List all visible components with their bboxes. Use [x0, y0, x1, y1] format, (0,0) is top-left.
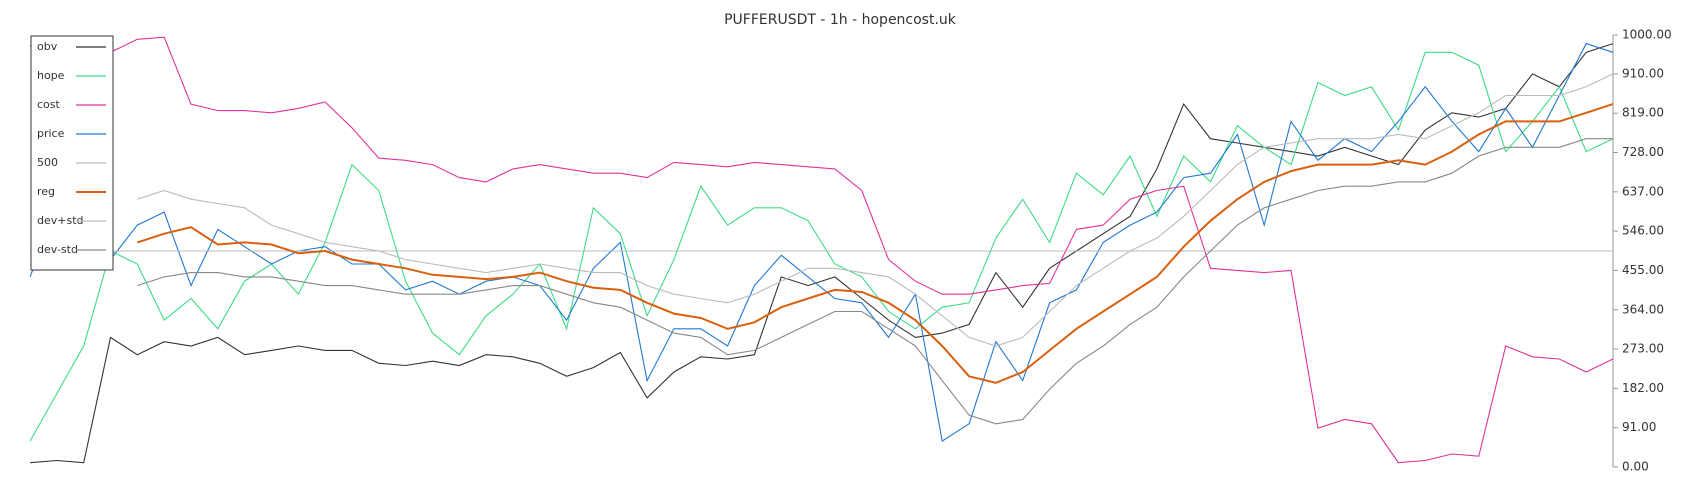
- legend-label: dev+std: [37, 214, 84, 227]
- y-tick-label: 637.00: [1622, 184, 1664, 198]
- legend-label: price: [37, 127, 65, 140]
- line-7: [137, 138, 1613, 425]
- y-tick-label: 91.00: [1622, 420, 1656, 434]
- line-5: [136, 103, 1614, 384]
- y-tick-label: 728.00: [1622, 145, 1664, 159]
- line-1: [29, 51, 1614, 442]
- y-tick-label: 182.00: [1622, 381, 1664, 395]
- y-tick-label: 273.00: [1622, 342, 1664, 356]
- line-6: [137, 73, 1614, 347]
- legend-label: hope: [37, 69, 65, 82]
- line-2: [29, 36, 1614, 464]
- legend-label: 500: [37, 156, 58, 169]
- legend-label: cost: [37, 98, 61, 111]
- y-tick-label: 910.00: [1622, 66, 1664, 80]
- y-tick-label: 364.00: [1622, 302, 1664, 316]
- legend: [30, 35, 114, 271]
- legend-label: obv: [37, 40, 58, 53]
- chart-title: PUFFERUSDT - 1h - hopencost.uk: [724, 12, 957, 28]
- y-tick-label: 0.00: [1622, 460, 1649, 474]
- legend-label: reg: [37, 185, 55, 198]
- legend-label: dev-std: [37, 243, 78, 256]
- y-tick-label: 819.00: [1622, 106, 1664, 120]
- line-3: [29, 42, 1614, 443]
- line-0: [29, 43, 1614, 464]
- y-tick-label: 455.00: [1622, 263, 1664, 277]
- y-tick-label: 1000.00: [1622, 28, 1672, 42]
- y-tick-label: 546.00: [1622, 224, 1664, 238]
